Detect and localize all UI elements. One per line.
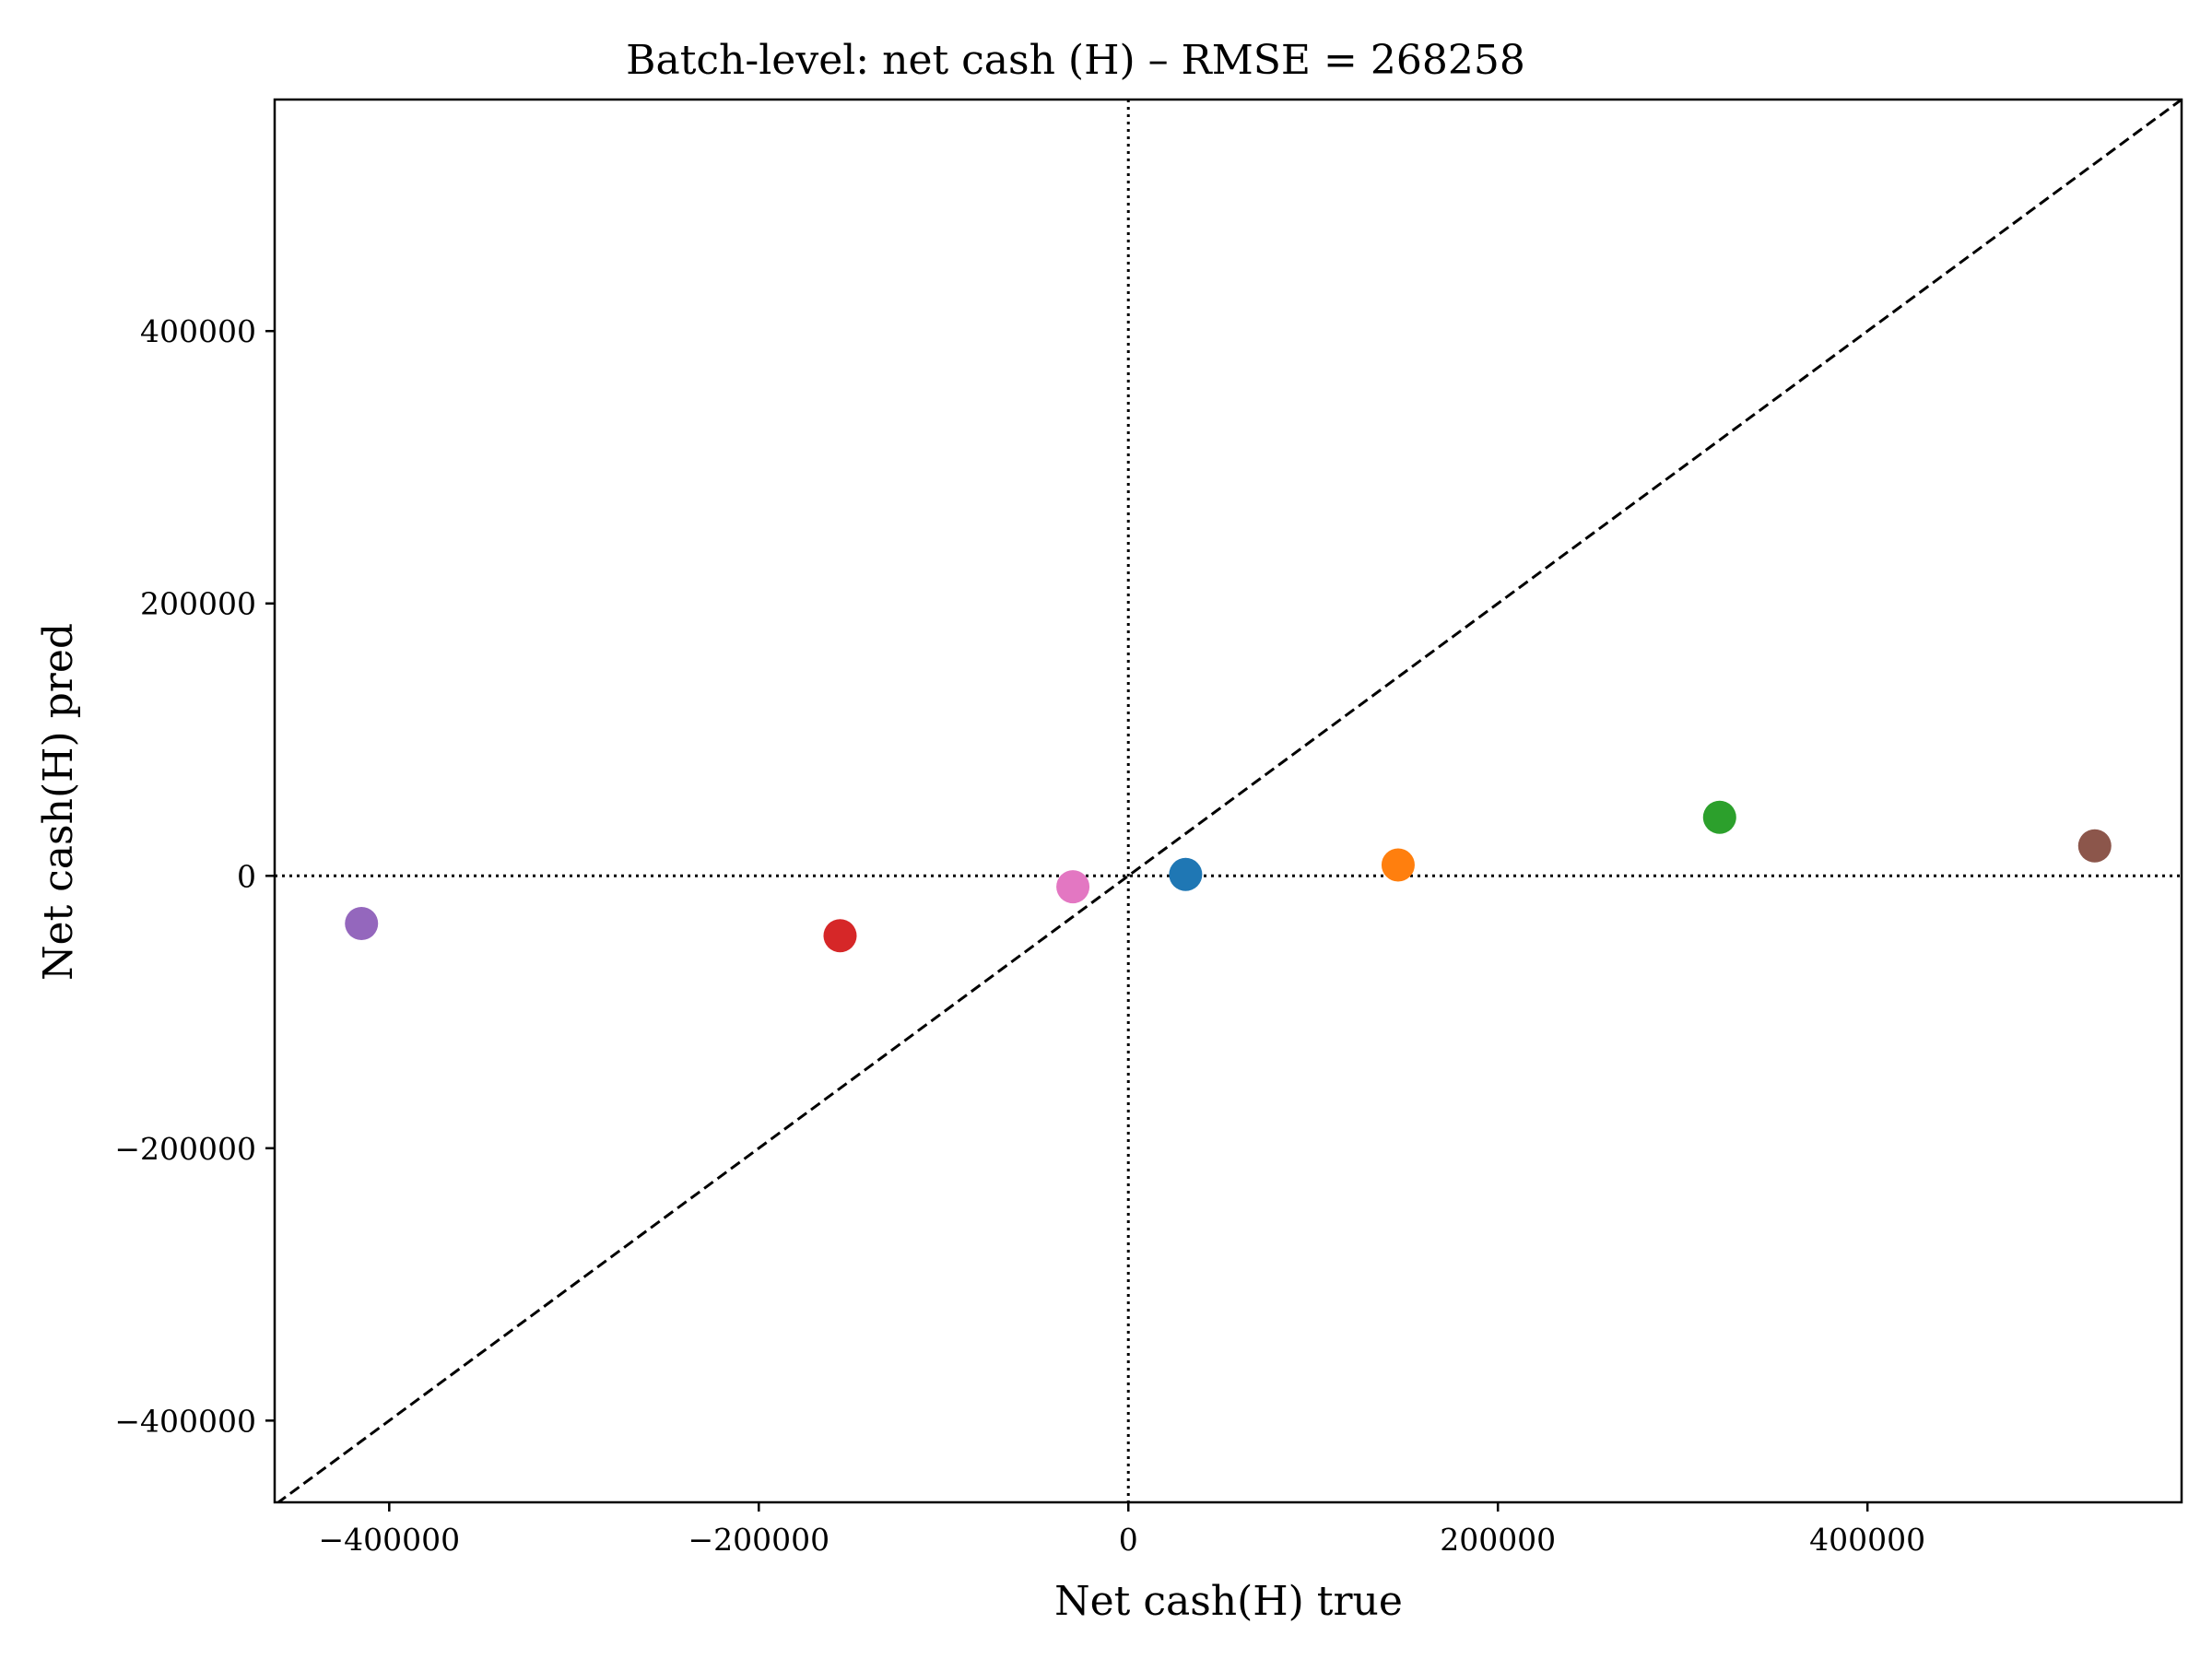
- x-tick-label: 400000: [1809, 1522, 1925, 1558]
- reference-lines: [275, 100, 2182, 1502]
- x-tick-label: −200000: [688, 1522, 830, 1558]
- data-point-4: [823, 919, 857, 953]
- x-tick-label: 0: [1119, 1522, 1138, 1558]
- data-point-6: [2077, 829, 2112, 863]
- x-tick-label: 200000: [1440, 1522, 1556, 1558]
- x-axis-ticks: −400000 −200000 0 200000 400000: [318, 1502, 1925, 1558]
- y-tick-label: −200000: [114, 1131, 256, 1167]
- y-tick-label: 200000: [140, 586, 256, 622]
- x-tick-label: −400000: [318, 1522, 460, 1558]
- axes-frame: [273, 98, 2183, 1504]
- data-point-5: [345, 906, 379, 940]
- data-point-3: [1702, 800, 1736, 834]
- identity-line: [276, 100, 2182, 1502]
- y-tick-label: 0: [237, 858, 256, 894]
- x-axis-label: Net cash(H) true: [1054, 1578, 1403, 1625]
- chart-title: Batch-level: net cash (H) – RMSE = 26825…: [626, 37, 1525, 84]
- data-point-7: [1056, 870, 1090, 904]
- data-point-2: [1381, 848, 1415, 882]
- data-point-1: [1169, 857, 1203, 891]
- y-axis-ticks: −400000 −200000 0 200000 400000: [114, 313, 275, 1439]
- y-axis-label: Net cash(H) pred: [35, 623, 82, 981]
- data-points: [345, 800, 2112, 953]
- y-tick-label: −400000: [114, 1403, 256, 1439]
- y-tick-label: 400000: [140, 313, 256, 349]
- plot-area: −400000 −200000 0 200000 400000 −400000 −20000…: [114, 98, 2183, 1558]
